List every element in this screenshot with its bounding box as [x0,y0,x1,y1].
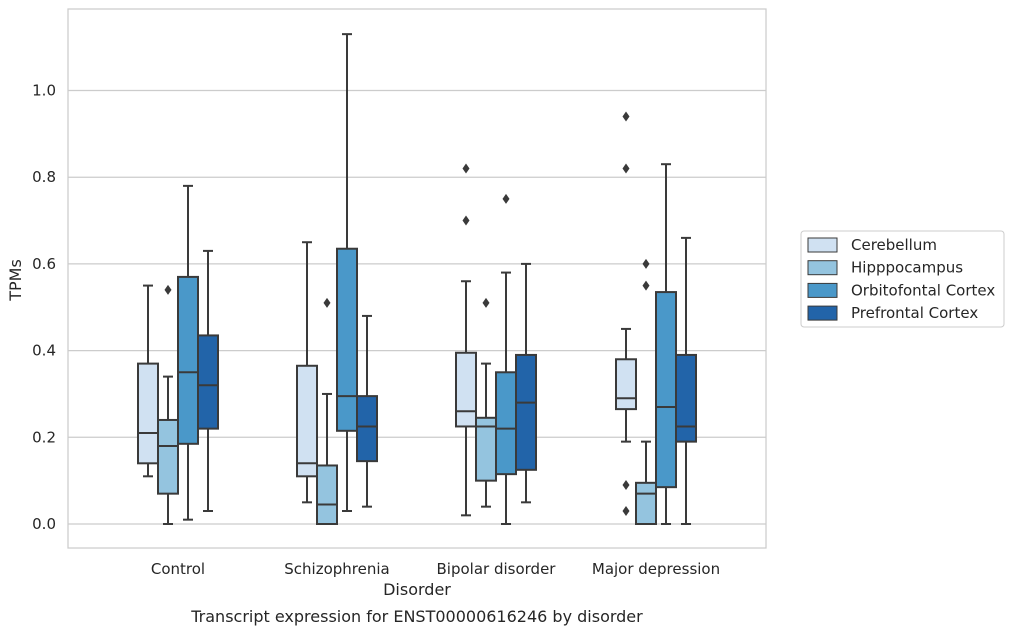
legend-label: Orbitofontal Cortex [851,281,995,299]
x-tick-label: Control [151,560,205,578]
legend-swatch [807,305,838,321]
iqr-box [455,351,477,428]
y-tick-label: 0.0 [32,515,56,533]
box-layer [137,33,697,526]
iqr-box [177,275,199,445]
box-1-1 [316,297,338,526]
box-1-0 [157,284,179,525]
legend-frame [800,230,1005,328]
plot-frame [67,8,767,549]
iqr-box [137,362,159,465]
box-1-2 [475,297,497,508]
iqr-box [296,364,318,478]
box-2-2 [495,193,517,525]
outlier-point [622,111,630,122]
iqr-box [316,464,338,526]
y-tick-label: 0.8 [32,168,56,186]
legend-swatch [807,260,838,276]
outlier-point [323,297,331,308]
outlier-point [462,163,470,174]
chart-caption: Transcript expression for ENST0000061624… [190,607,643,626]
y-axis-label: TPMs [6,259,25,302]
x-axis-label: Disorder [383,580,451,599]
box-0-2 [455,163,477,517]
box-3-1 [356,314,378,508]
iqr-box [336,247,358,432]
outlier-point [642,280,650,291]
y-tick-label: 0.2 [32,428,56,446]
iqr-box [675,353,697,443]
x-tick-label: Schizophrenia [284,560,389,578]
legend-label: Hipppocampus [851,259,963,277]
outlier-point [482,297,490,308]
legend: Cerebellum Hipppocampus Orbitofontal Corte… [800,230,1005,328]
iqr-box [356,395,378,463]
box-2-0 [177,184,199,521]
legend-items: Cerebellum Hipppocampus Orbitofontal Corte… [807,236,995,322]
box-3-0 [197,249,219,512]
x-tick-label: Major depression [592,560,720,578]
legend-label: Prefrontal Cortex [851,304,978,322]
legend-label: Cerebellum [851,236,937,254]
box-0-1 [296,241,318,504]
iqr-box [495,371,517,476]
iqr-box [635,481,657,526]
x-tick-labels: Control Schizophrenia Bipolar disorder Majo… [151,560,720,578]
iqr-box [615,358,637,411]
x-tick-label: Bipolar disorder [437,560,557,578]
box-0-0 [137,284,159,478]
outlier-point [622,163,630,174]
box-0-3 [615,111,637,516]
y-tick-label: 0.4 [32,342,56,360]
box-2-1 [336,33,358,512]
legend-swatch [807,282,838,298]
outlier-point [642,258,650,269]
box-1-3 [635,258,657,526]
legend-swatch [807,237,838,253]
box-3-3 [675,236,697,525]
outlier-point [462,215,470,226]
outlier-point [622,505,630,516]
y-tick-label: 0.6 [32,255,56,273]
iqr-box [515,353,537,471]
iqr-box [197,334,219,430]
outlier-point [622,479,630,490]
box-2-3 [655,163,677,525]
iqr-box [655,291,677,489]
outlier-point [164,284,172,295]
y-tick-label: 1.0 [32,82,56,100]
outlier-point [502,193,510,204]
box-3-2 [515,262,537,504]
iqr-box [157,418,179,495]
y-tick-labels: 0.0 0.2 0.4 0.6 0.8 1.0 [32,82,56,534]
